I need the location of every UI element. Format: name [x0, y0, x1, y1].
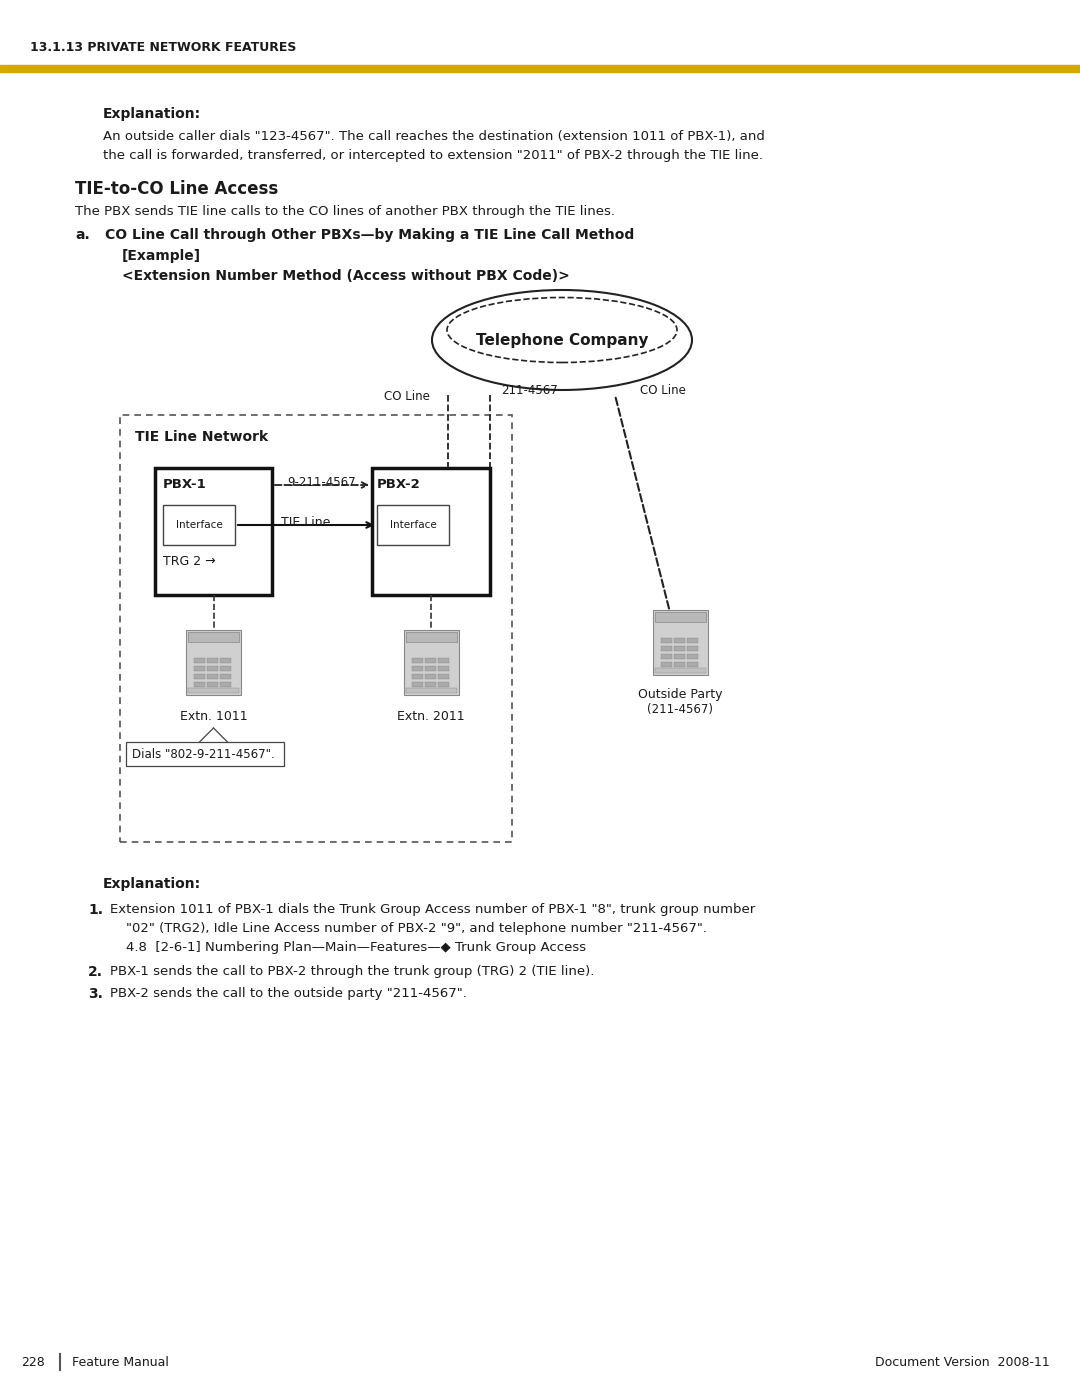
Bar	[674, 662, 685, 666]
Bar	[687, 662, 698, 666]
Bar	[207, 682, 218, 687]
Bar	[220, 682, 231, 687]
Bar	[424, 658, 436, 664]
Bar	[372, 468, 490, 595]
Text: the call is forwarded, transferred, or intercepted to extension "2011" of PBX-2 : the call is forwarded, transferred, or i…	[103, 149, 762, 162]
Bar	[125, 742, 283, 766]
Bar	[207, 658, 218, 664]
Bar	[405, 687, 457, 693]
Bar	[687, 645, 698, 651]
Bar	[188, 687, 239, 693]
Text: 3.: 3.	[87, 988, 103, 1002]
Text: 1.: 1.	[87, 902, 103, 916]
Bar	[424, 682, 436, 687]
Text: TIE-to-CO Line Access: TIE-to-CO Line Access	[75, 180, 279, 198]
Bar	[661, 654, 672, 659]
Text: Extension 1011 of PBX-1 dials the Trunk Group Access number of PBX-1 "8", trunk : Extension 1011 of PBX-1 dials the Trunk …	[110, 902, 755, 916]
Bar	[207, 673, 218, 679]
Text: Extn. 2011: Extn. 2011	[397, 710, 464, 724]
Bar	[194, 682, 205, 687]
Text: 228: 228	[22, 1355, 45, 1369]
Text: 211-4567: 211-4567	[501, 384, 558, 397]
Bar	[687, 638, 698, 643]
Text: TRG 2 →: TRG 2 →	[163, 555, 216, 569]
Text: TIE Line: TIE Line	[281, 515, 330, 529]
Text: Document Version  2008-11: Document Version 2008-11	[875, 1355, 1050, 1369]
Bar	[411, 658, 422, 664]
Text: <Extension Number Method (Access without PBX Code)>: <Extension Number Method (Access without…	[122, 270, 570, 284]
Bar	[156, 468, 272, 595]
Text: Feature Manual: Feature Manual	[72, 1355, 168, 1369]
Bar	[424, 673, 436, 679]
Text: Extn. 1011: Extn. 1011	[179, 710, 247, 724]
Bar	[207, 666, 218, 671]
Bar	[437, 682, 449, 687]
Bar	[220, 673, 231, 679]
Bar	[411, 682, 422, 687]
Text: PBX-2: PBX-2	[377, 478, 421, 490]
Bar	[654, 612, 705, 622]
Text: Telephone Company: Telephone Company	[476, 332, 648, 348]
Bar	[661, 638, 672, 643]
Bar	[163, 504, 235, 545]
Text: TIE Line Network: TIE Line Network	[135, 430, 268, 444]
Bar	[654, 668, 705, 673]
Bar	[0, 66, 1080, 73]
Text: PBX-1: PBX-1	[163, 478, 206, 490]
Text: (211-4567): (211-4567)	[647, 703, 713, 717]
Bar	[188, 631, 239, 643]
Text: 9-211-4567: 9-211-4567	[287, 476, 356, 489]
Bar	[220, 658, 231, 664]
Bar	[194, 666, 205, 671]
Text: 4.8  [2-6-1] Numbering Plan—Main—Features—◆ Trunk Group Access: 4.8 [2-6-1] Numbering Plan—Main—Features…	[126, 942, 586, 954]
Text: CO Line Call through Other PBXs—by Making a TIE Line Call Method: CO Line Call through Other PBXs—by Makin…	[105, 228, 634, 242]
Text: a.: a.	[75, 228, 90, 242]
Bar	[674, 638, 685, 643]
Bar	[687, 654, 698, 659]
Bar	[437, 658, 449, 664]
Bar	[411, 673, 422, 679]
Bar	[405, 631, 457, 643]
Bar	[377, 504, 449, 545]
Bar	[220, 666, 231, 671]
Text: Interface: Interface	[176, 520, 222, 529]
Bar	[120, 415, 512, 842]
Bar	[661, 645, 672, 651]
Text: 13.1.13 PRIVATE NETWORK FEATURES: 13.1.13 PRIVATE NETWORK FEATURES	[30, 41, 296, 54]
Text: 2.: 2.	[87, 965, 103, 979]
Bar	[404, 630, 459, 694]
Bar	[437, 673, 449, 679]
Bar	[437, 666, 449, 671]
Text: "02" (TRG2), Idle Line Access number of PBX-2 "9", and telephone number "211-456: "02" (TRG2), Idle Line Access number of …	[126, 922, 707, 935]
Bar	[186, 630, 241, 694]
Text: PBX-2 sends the call to the outside party "211-4567".: PBX-2 sends the call to the outside part…	[110, 988, 467, 1000]
Text: CO Line: CO Line	[384, 391, 430, 404]
Text: The PBX sends TIE line calls to the CO lines of another PBX through the TIE line: The PBX sends TIE line calls to the CO l…	[75, 205, 615, 218]
Bar	[652, 610, 707, 675]
Text: An outside caller dials "123-4567". The call reaches the destination (extension : An outside caller dials "123-4567". The …	[103, 130, 765, 142]
Bar	[674, 645, 685, 651]
Text: Interface: Interface	[390, 520, 436, 529]
Text: Dials "802-9-211-4567".: Dials "802-9-211-4567".	[132, 747, 275, 760]
Bar	[661, 662, 672, 666]
Bar	[194, 673, 205, 679]
Text: CO Line: CO Line	[640, 384, 686, 397]
Bar	[194, 658, 205, 664]
Text: Explanation:: Explanation:	[103, 877, 201, 891]
Text: Outside Party: Outside Party	[638, 687, 723, 701]
Bar	[411, 666, 422, 671]
Text: Explanation:: Explanation:	[103, 108, 201, 122]
Bar	[424, 666, 436, 671]
Text: PBX-1 sends the call to PBX-2 through the trunk group (TRG) 2 (TIE line).: PBX-1 sends the call to PBX-2 through th…	[110, 965, 594, 978]
Bar	[674, 654, 685, 659]
Text: [Example]: [Example]	[122, 249, 201, 263]
